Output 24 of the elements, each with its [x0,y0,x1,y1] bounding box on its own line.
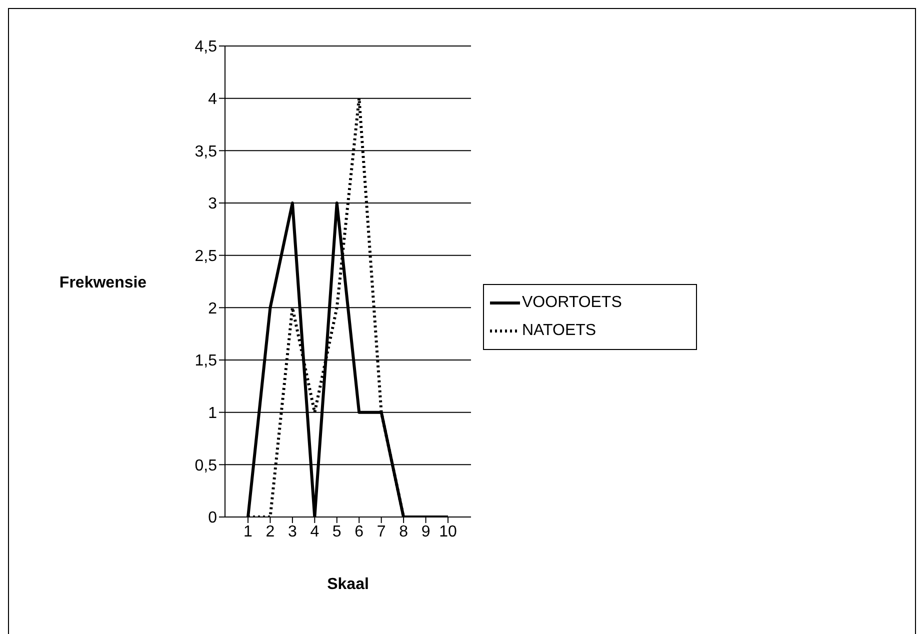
y-tick-label: 1 [208,405,218,422]
legend-label: VOORTOETS [522,294,622,312]
y-tick-label: 3,5 [194,143,218,160]
x-tick-label: 10 [439,523,457,540]
x-tick-label: 8 [399,523,408,540]
x-tick-label: 3 [288,523,297,540]
y-axis-title: Frekwensie [59,274,147,292]
x-axis-title: Skaal [327,576,369,593]
y-tick-label: 0,5 [194,457,218,474]
y-tick-label: 3 [208,196,218,213]
x-tick-label: 6 [354,523,364,540]
y-tick-label: 2 [208,300,218,318]
legend-label: NATOETS [522,322,596,340]
y-tick-label: 0 [208,510,218,527]
x-tick-label: 5 [332,523,342,540]
x-tick-label: 4 [310,523,320,540]
y-tick-label: 4,5 [194,38,218,56]
x-tick-label: 7 [376,523,386,540]
y-tick-label: 1,5 [194,352,218,370]
y-tick-label: 2,5 [194,248,218,266]
x-tick-label: 9 [421,523,430,540]
x-tick-label: 1 [244,523,253,540]
x-tick-label: 2 [266,523,275,540]
y-tick-label: 4 [208,91,218,108]
